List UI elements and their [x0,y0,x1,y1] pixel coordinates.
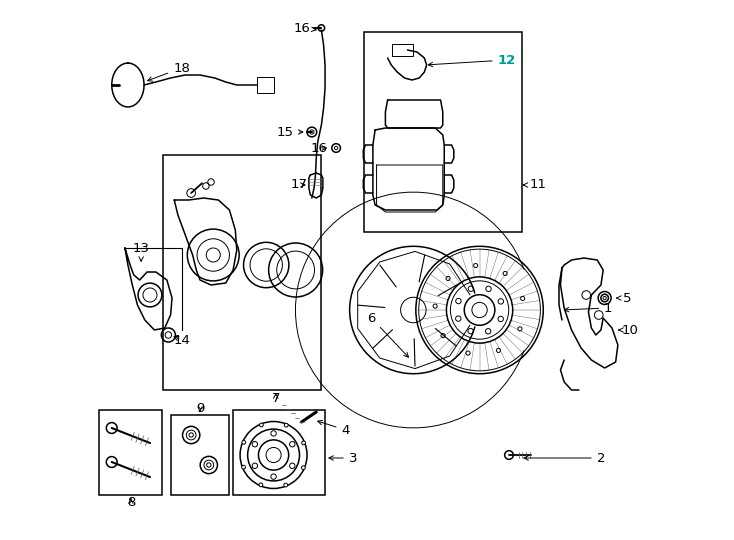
Circle shape [302,466,305,470]
Text: 14: 14 [173,334,190,347]
Circle shape [284,483,288,487]
Circle shape [241,441,246,444]
Circle shape [310,130,314,134]
Text: 7: 7 [272,392,280,404]
Text: 5: 5 [617,292,631,305]
Text: 12: 12 [428,53,516,67]
Text: 1: 1 [564,301,613,314]
Text: 6: 6 [367,312,409,357]
Circle shape [241,465,245,469]
Bar [364,32,522,232]
Text: 11: 11 [523,179,547,192]
Bar [99,410,161,495]
Text: 17: 17 [291,179,308,192]
Text: 4: 4 [318,420,350,436]
Text: 16: 16 [310,141,327,154]
Circle shape [302,441,305,445]
Text: 9: 9 [196,402,204,415]
Bar [170,415,230,495]
Circle shape [189,433,193,437]
Text: 8: 8 [127,496,135,509]
Text: 18: 18 [148,62,190,81]
Circle shape [260,423,264,427]
Circle shape [307,127,316,137]
Circle shape [266,448,281,463]
Text: 15: 15 [277,125,303,138]
Bar [163,155,321,390]
Bar [233,410,325,495]
Text: 10: 10 [619,323,639,336]
Circle shape [472,302,487,318]
Text: 2: 2 [524,451,606,464]
Circle shape [259,483,263,487]
Text: 16: 16 [293,22,316,35]
Circle shape [335,146,338,150]
Text: 3: 3 [329,451,357,464]
Circle shape [284,423,288,427]
Circle shape [332,144,341,152]
Circle shape [603,296,606,300]
Text: 13: 13 [133,241,150,261]
Circle shape [601,294,608,302]
Circle shape [207,463,211,467]
